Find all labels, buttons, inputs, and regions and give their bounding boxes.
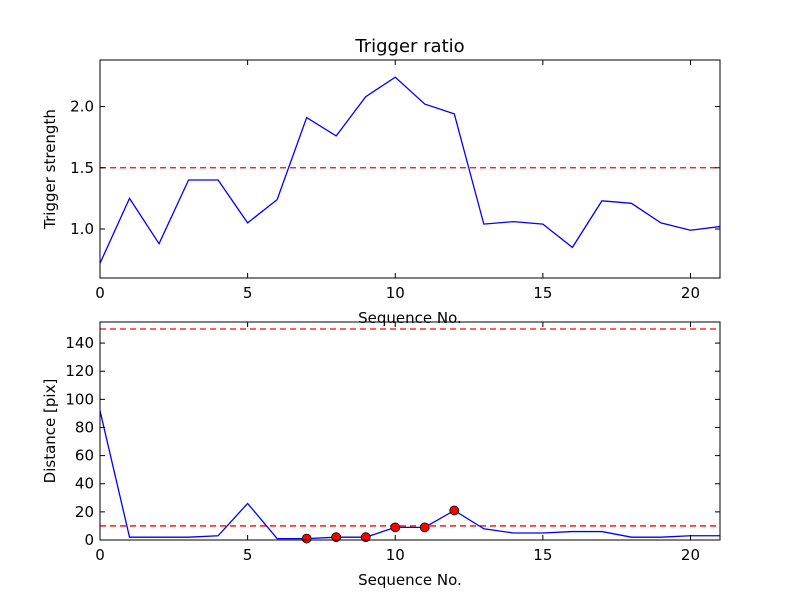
chart-1-x-tick-label: 10 — [386, 546, 405, 564]
chart-1-y-axis-label: Distance [pix] — [41, 379, 59, 484]
chart-0-x-tick-label: 5 — [243, 284, 253, 302]
chart-0-x-tick-label: 0 — [95, 284, 105, 302]
chart-1-marker-point — [390, 522, 401, 533]
chart-0-x-axis-label: Sequence No. — [358, 309, 462, 327]
chart-1-series-line-0 — [100, 410, 720, 540]
trigger-ratio-plot: 0 5 10 15 20 1.0 1.5 2.0 Sequence No. Trigger str… — [41, 36, 721, 327]
chart-0-y-tick-label: 1.5 — [70, 159, 94, 177]
chart-1-x-axis-label: Sequence No. — [358, 571, 462, 589]
chart-1-x-tick-label: 5 — [243, 546, 253, 564]
chart-0-axes-frame — [99, 59, 721, 279]
chart-1-y-tick-label: 0 — [84, 531, 94, 549]
chart-1-y-tick-label: 20 — [75, 503, 94, 521]
chart-1-y-tick-label: 120 — [65, 362, 94, 380]
chart-1-marker-point — [360, 532, 371, 543]
chart-1-y-tick-label: 140 — [65, 334, 94, 352]
chart-0-title: Trigger ratio — [354, 36, 464, 57]
chart-0-x-tick-label: 15 — [533, 284, 552, 302]
chart-0-y-axis-label: Trigger strength — [41, 109, 59, 230]
chart-1-x-tick-label: 15 — [533, 546, 552, 564]
chart-1-axes-frame — [99, 321, 721, 541]
chart-0-y-tick-label: 2.0 — [70, 98, 94, 116]
chart-0-x-tick-label: 20 — [681, 284, 700, 302]
chart-1-marker-point — [301, 533, 312, 544]
distance-plot: 0 5 10 15 20 0 20 40 60 80 100 120 140 Sequence No. Di… — [41, 321, 721, 589]
chart-1-marker-point — [331, 532, 342, 543]
chart-1-y-tick-label: 100 — [65, 390, 94, 408]
chart-0-y-tick-label: 1.0 — [70, 220, 94, 238]
chart-1-y-tick-label: 60 — [75, 447, 94, 465]
chart-1-y-tick-label: 80 — [75, 418, 94, 436]
chart-0-x-tick-label: 10 — [386, 284, 405, 302]
chart-1-y-tick-label: 40 — [75, 475, 94, 493]
chart-1-x-tick-label: 20 — [681, 546, 700, 564]
chart-1-marker-point — [419, 522, 430, 533]
chart-1-x-tick-label: 0 — [95, 546, 105, 564]
chart-1-marker-point — [449, 505, 460, 516]
chart-0-series-line-0 — [100, 76, 720, 264]
